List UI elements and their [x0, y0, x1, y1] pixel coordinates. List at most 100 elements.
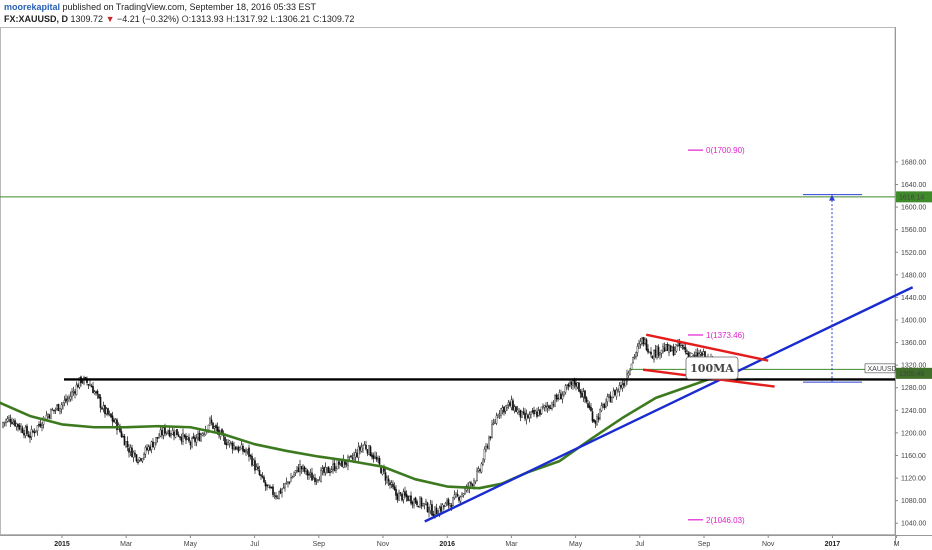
candle-body	[588, 405, 591, 408]
x-tick-label: 2016	[439, 541, 455, 548]
candle-body	[282, 487, 285, 489]
candle-body	[396, 494, 399, 500]
candle-body	[624, 379, 627, 387]
candle-body	[24, 427, 27, 436]
candle-body	[98, 394, 100, 399]
symbol-badge	[864, 363, 896, 374]
candle-body	[198, 432, 201, 442]
candle-body	[498, 413, 501, 415]
candle-body	[566, 385, 568, 388]
candle-body	[623, 382, 625, 386]
candle-body	[186, 436, 189, 440]
candle-body	[116, 419, 118, 431]
candle-body	[114, 419, 117, 423]
candle-body	[183, 434, 186, 438]
candle-body	[306, 470, 309, 476]
y-tick-label: 1320.00	[901, 363, 926, 370]
candle-body	[215, 425, 217, 428]
candle-body	[236, 448, 238, 451]
ma-callout-box[interactable]	[685, 356, 739, 380]
candle-body	[276, 496, 279, 499]
publisher-username[interactable]: moorekapital	[4, 2, 61, 12]
candle-body	[345, 463, 348, 465]
candle-body	[90, 385, 93, 388]
candle-body	[179, 436, 181, 438]
candle-body	[402, 491, 405, 500]
candle-body	[585, 397, 588, 403]
symbol-label[interactable]: FX:XAUUSD, D	[4, 14, 69, 24]
candle-body	[398, 492, 400, 501]
candle-body	[471, 483, 474, 486]
candle-body	[312, 477, 315, 480]
y-tick-label: 1640.00	[901, 182, 926, 189]
channel-upper-line[interactable]	[645, 333, 769, 362]
candle-body	[221, 429, 223, 434]
candle-body	[416, 501, 418, 506]
candle-body	[674, 350, 676, 355]
candle-body	[335, 468, 337, 471]
candle-body	[348, 456, 351, 458]
candle-body	[135, 454, 138, 462]
candle-body	[516, 409, 519, 413]
candle-body	[309, 472, 312, 475]
candle-body	[47, 414, 49, 417]
candle-body	[272, 486, 274, 495]
candle-body	[387, 478, 390, 482]
candle-body	[38, 424, 40, 426]
candle-body	[155, 437, 157, 444]
candle-body	[552, 404, 555, 406]
candle-body	[633, 356, 636, 358]
candle-body	[686, 353, 688, 355]
candle-body	[59, 408, 61, 412]
candle-body	[149, 446, 151, 451]
candle-body	[699, 352, 702, 355]
candle-body	[237, 447, 240, 452]
candle-body	[449, 503, 451, 506]
candle-body	[75, 384, 78, 395]
open-value: 1313.93	[191, 14, 224, 24]
candle-body	[161, 430, 163, 436]
candle-body	[305, 468, 307, 472]
candle-body	[609, 395, 612, 403]
candle-body	[677, 342, 679, 346]
y-tick-label: 1080.00	[901, 498, 926, 505]
candle-body	[203, 433, 205, 435]
candle-body	[572, 380, 574, 386]
high-value: 1317.92	[235, 14, 268, 24]
candle-body	[362, 445, 364, 449]
candle-body	[102, 405, 105, 409]
candle-body	[333, 463, 336, 471]
candle-body	[365, 444, 367, 450]
support-trendline[interactable]	[424, 286, 914, 523]
candle-body	[509, 402, 511, 407]
candle-body	[639, 341, 642, 345]
candle-body	[320, 470, 322, 482]
candle-body	[287, 481, 289, 484]
candle-body	[587, 403, 589, 408]
candle-body	[27, 434, 30, 438]
plot-area[interactable]	[0, 27, 896, 535]
ma-100-line[interactable]	[0, 372, 724, 490]
candle-body	[281, 489, 283, 493]
candle-body	[377, 458, 379, 461]
candle-body	[404, 491, 406, 496]
candle-body	[504, 405, 507, 412]
ma-callout-label: 100MA	[690, 362, 734, 375]
candle-body	[308, 474, 310, 476]
fib-level-label: 1(1373.46)	[706, 331, 745, 340]
candle-body	[645, 339, 648, 351]
candle-body	[384, 472, 387, 481]
candle-body	[455, 493, 457, 497]
candle-body	[192, 436, 195, 439]
candle-body	[597, 416, 600, 420]
candle-body	[474, 480, 477, 483]
candle-body	[297, 467, 300, 473]
candle-body	[429, 504, 432, 511]
candle-body	[602, 404, 604, 406]
candle-body	[533, 409, 535, 415]
candle-body	[662, 346, 664, 352]
candle-body	[288, 482, 291, 484]
candle-body	[138, 457, 141, 461]
measure-arrow-icon	[829, 194, 835, 201]
